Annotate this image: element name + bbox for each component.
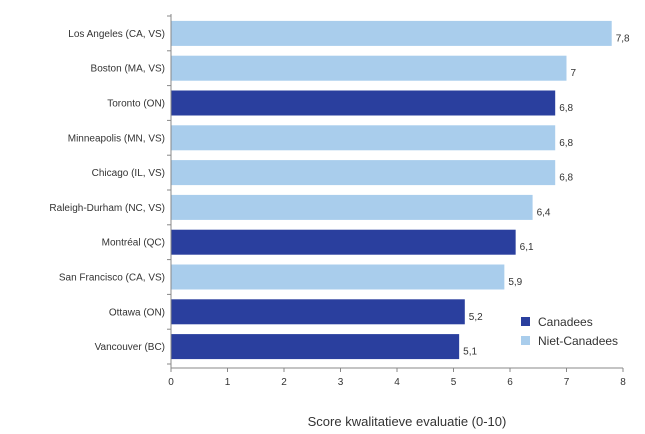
bar-san-francisco-ca-vs [171,264,505,290]
value-label-vancouver-bc: 5,1 [463,347,477,358]
category-label-chicago-il-vs: Chicago (IL, VS) [92,168,165,179]
category-label-toronto-on: Toronto (ON) [107,99,165,110]
bar-vancouver-bc [171,334,460,360]
x-tick-label-1: 1 [225,377,231,388]
value-label-raleigh-durham-nc-vs: 6,4 [537,207,551,218]
bar-ottawa-on [171,299,465,325]
value-label-ottawa-on: 5,2 [469,312,483,323]
x-tick-label-0: 0 [168,377,174,388]
bar-minneapolis-mn-vs [171,125,556,151]
category-label-los-angeles-ca-vs: Los Angeles (CA, VS) [68,29,165,40]
value-labels: 7,8 7 6,8 6,8 6,8 6,4 6,1 5,9 5,2 5,1 [463,33,630,357]
x-tick-label-6: 6 [507,377,513,388]
bar-chicago-il-vs [171,160,556,186]
bar-toronto-on [171,90,556,116]
value-label-san-francisco-ca-vs: 5,9 [508,277,522,288]
x-axis: 0 1 2 3 4 5 6 7 8 [167,14,626,388]
category-label-montreal-qc: Montréal (QC) [102,238,165,249]
legend-swatch-niet-canadees [521,336,530,345]
bar-raleigh-durham-nc-vs [171,194,533,220]
category-label-raleigh-durham-nc-vs: Raleigh-Durham (NC, VS) [49,203,165,214]
x-tick-label-3: 3 [338,377,344,388]
x-tick-label-2: 2 [281,377,287,388]
value-label-boston-ma-vs: 7 [571,68,577,79]
category-label-vancouver-bc: Vancouver (BC) [95,342,165,353]
value-label-minneapolis-mn-vs: 6,8 [559,138,573,149]
value-label-chicago-il-vs: 6,8 [559,173,573,184]
bar-boston-ma-vs [171,55,567,81]
value-label-toronto-on: 6,8 [559,103,573,114]
category-label-minneapolis-mn-vs: Minneapolis (MN, VS) [68,133,165,144]
bar-montreal-qc [171,229,516,255]
legend: Canadees Niet-Canadees [521,315,618,348]
x-tick-label-4: 4 [394,377,400,388]
value-label-montreal-qc: 6,1 [520,242,534,253]
x-tick-label-8: 8 [620,377,626,388]
x-tick-label-7: 7 [564,377,570,388]
legend-label-niet-canadees: Niet-Canadees [538,334,618,348]
category-label-san-francisco-ca-vs: San Francisco (CA, VS) [59,273,165,284]
legend-swatch-canadees [521,317,530,326]
value-label-los-angeles-ca-vs: 7,8 [616,33,630,44]
category-labels: Los Angeles (CA, VS) Boston (MA, VS) Toron… [49,29,165,353]
x-tick-label-5: 5 [451,377,457,388]
bar-los-angeles-ca-vs [171,20,612,46]
category-label-ottawa-on: Ottawa (ON) [109,307,165,318]
x-axis-title: Score kwalitatieve evaluatie (0-10) [308,414,507,429]
bars-group [171,20,612,360]
category-label-boston-ma-vs: Boston (MA, VS) [91,64,165,75]
legend-label-canadees: Canadees [538,315,593,329]
